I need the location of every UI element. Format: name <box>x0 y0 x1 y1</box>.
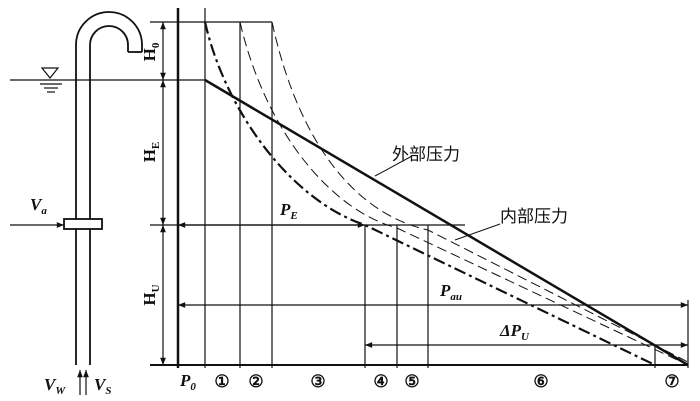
label-main: P <box>179 371 191 390</box>
pressure-curves <box>203 21 689 367</box>
label-main: ΔP <box>499 321 522 340</box>
label-sub: 0 <box>150 42 162 48</box>
label-main: V <box>44 375 57 394</box>
label-sub: W <box>55 385 66 397</box>
label-sub: E <box>289 210 297 222</box>
label-main: H <box>140 48 159 61</box>
water-level <box>40 67 62 93</box>
hu-label: HU <box>140 284 162 305</box>
va-label: Va <box>30 195 47 217</box>
label-sub: U <box>150 284 162 292</box>
label-main: P <box>439 281 451 300</box>
label-sub: S <box>105 385 111 397</box>
zone-label: ① <box>214 372 229 391</box>
label-sub: 0 <box>190 381 196 393</box>
label-main: H <box>140 292 159 305</box>
zone-label: ③ <box>310 372 325 391</box>
zone-label: ② <box>248 372 263 391</box>
external-pressure-label: 外部压力 <box>392 145 460 165</box>
zones: ① ② ③ ④ ⑤ ⑥ ⑦ <box>214 372 679 391</box>
zone-label: ⑦ <box>664 372 679 391</box>
label-main: V <box>30 195 43 214</box>
internal-pressure-label: 内部压力 <box>500 207 568 227</box>
vw-label: VW <box>44 375 66 397</box>
zone-label: ④ <box>373 372 388 391</box>
he-label: HE <box>140 142 162 163</box>
dimensions <box>10 22 689 395</box>
pau-label: Pau <box>439 281 462 303</box>
zone-label: ⑤ <box>404 372 419 391</box>
pe-label: PE <box>279 200 298 222</box>
pipe <box>63 11 143 365</box>
label-sub: au <box>450 291 462 303</box>
label-sub: E <box>150 142 162 149</box>
label-sub: U <box>521 331 530 343</box>
dpu-label: ΔPU <box>499 321 530 343</box>
vs-label: VS <box>94 375 111 397</box>
label-main: P <box>279 200 291 219</box>
label-main: H <box>140 149 159 162</box>
label-sub: a <box>41 205 47 217</box>
label-main: V <box>94 375 107 394</box>
p0-label: P0 <box>179 371 196 393</box>
zone-label: ⑥ <box>533 372 548 391</box>
grid-lines <box>10 8 689 368</box>
h0-label: H0 <box>140 42 162 61</box>
